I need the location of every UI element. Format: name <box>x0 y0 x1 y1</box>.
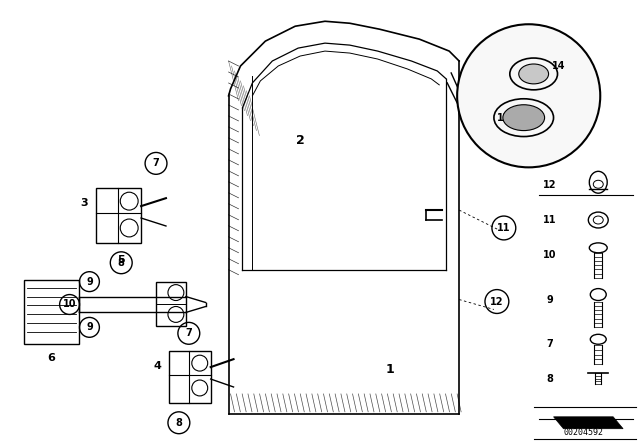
Text: 11: 11 <box>543 215 556 225</box>
Text: 9: 9 <box>86 277 93 287</box>
Text: 13: 13 <box>497 112 511 123</box>
Text: 4: 4 <box>153 361 161 371</box>
Text: 10: 10 <box>63 300 76 310</box>
Text: 7: 7 <box>153 159 159 168</box>
Text: 1: 1 <box>385 362 394 375</box>
Polygon shape <box>554 417 623 429</box>
Text: 3: 3 <box>81 198 88 208</box>
Text: 10: 10 <box>543 250 556 260</box>
Text: 8: 8 <box>175 418 182 428</box>
Text: 9: 9 <box>86 323 93 332</box>
Text: 7: 7 <box>546 339 553 349</box>
Text: 8: 8 <box>118 258 125 268</box>
Text: 2: 2 <box>296 134 305 147</box>
Text: 7: 7 <box>186 328 192 338</box>
Text: 12: 12 <box>490 297 504 306</box>
Circle shape <box>457 24 600 168</box>
Text: 5: 5 <box>117 255 125 265</box>
Text: 8: 8 <box>546 374 553 384</box>
Text: 6: 6 <box>47 353 55 363</box>
Text: 9: 9 <box>546 294 553 305</box>
Ellipse shape <box>503 105 545 130</box>
Text: 00204592: 00204592 <box>563 428 604 437</box>
Ellipse shape <box>519 64 548 84</box>
Text: 12: 12 <box>543 180 556 190</box>
Text: 14: 14 <box>552 61 565 71</box>
Text: 11: 11 <box>497 223 511 233</box>
